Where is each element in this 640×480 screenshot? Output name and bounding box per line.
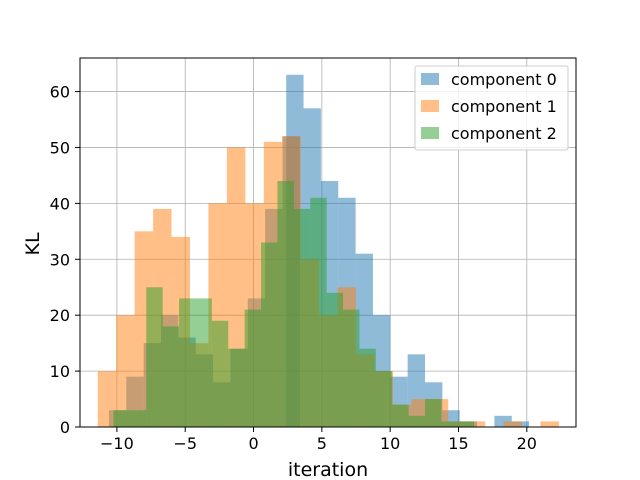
- legend-swatch-component-2: [421, 127, 439, 139]
- legend: component 0 component 1 component 2: [414, 65, 569, 151]
- bar-s0-23: [494, 415, 512, 427]
- bars-layer: [97, 74, 559, 428]
- x-tick-label-4: 10: [380, 434, 400, 453]
- bar-s1-22: [503, 421, 523, 427]
- y-tick-label-0: 0: [60, 418, 70, 437]
- plot-frame: [79, 57, 577, 428]
- legend-frame: [414, 65, 569, 151]
- bar-s2-19: [425, 399, 442, 427]
- bar-s2-13: [326, 292, 344, 427]
- y-tick-label-6: 60: [50, 83, 70, 102]
- bar-s2-8: [244, 309, 262, 427]
- bar-s2-11: [293, 208, 311, 427]
- x-axis-ticks: −10 −5 0 5 10 15 20: [100, 427, 537, 453]
- y-tick-label-3: 30: [50, 250, 70, 269]
- x-tick-label-3: 5: [317, 434, 327, 453]
- bar-s2-16: [375, 371, 393, 427]
- x-axis-label: iteration: [288, 459, 368, 480]
- bar-s2-7: [228, 348, 245, 427]
- bar-s1-20: [466, 421, 486, 427]
- bar-s1-0: [97, 371, 117, 427]
- bar-s2-0: [113, 410, 130, 427]
- legend-swatch-component-0: [421, 73, 439, 85]
- legend-swatch-component-1: [421, 100, 439, 112]
- bar-s2-15: [359, 348, 376, 427]
- bar-s2-20: [441, 421, 458, 427]
- y-tick-label-5: 50: [50, 138, 70, 157]
- bar-s1-1: [116, 315, 135, 427]
- legend-label-component-0: component 0: [451, 70, 557, 89]
- x-tick-label-5: 15: [448, 434, 468, 453]
- x-tick-label-1: −5: [173, 434, 197, 453]
- bar-s2-2: [146, 287, 163, 427]
- y-axis-label: KL: [22, 232, 44, 255]
- x-tick-label-2: 0: [248, 434, 258, 453]
- y-tick-label-1: 10: [50, 362, 70, 381]
- x-tick-label-0: −10: [100, 434, 134, 453]
- legend-label-component-2: component 2: [451, 124, 557, 143]
- bar-s1-24: [540, 421, 559, 427]
- y-axis-ticks: 0 10 20 30 40 50 60: [50, 83, 80, 437]
- bar-s2-21: [457, 421, 475, 427]
- bar-s2-5: [195, 298, 212, 427]
- bar-s2-3: [162, 326, 180, 427]
- bar-s2-18: [408, 415, 426, 427]
- bar-s2-9: [261, 242, 278, 427]
- legend-label-component-1: component 1: [451, 97, 557, 116]
- bar-s2-1: [129, 410, 147, 427]
- y-tick-label-4: 40: [50, 194, 70, 213]
- y-tick-label-2: 20: [50, 306, 70, 325]
- bar-s2-10: [277, 181, 294, 427]
- bar-s2-17: [392, 404, 409, 427]
- x-tick-label-6: 20: [517, 434, 537, 453]
- bar-s2-6: [211, 320, 229, 427]
- bar-s2-14: [343, 309, 360, 427]
- bar-s2-12: [310, 197, 327, 427]
- bar-s2-4: [179, 298, 196, 427]
- series-2: [113, 181, 475, 427]
